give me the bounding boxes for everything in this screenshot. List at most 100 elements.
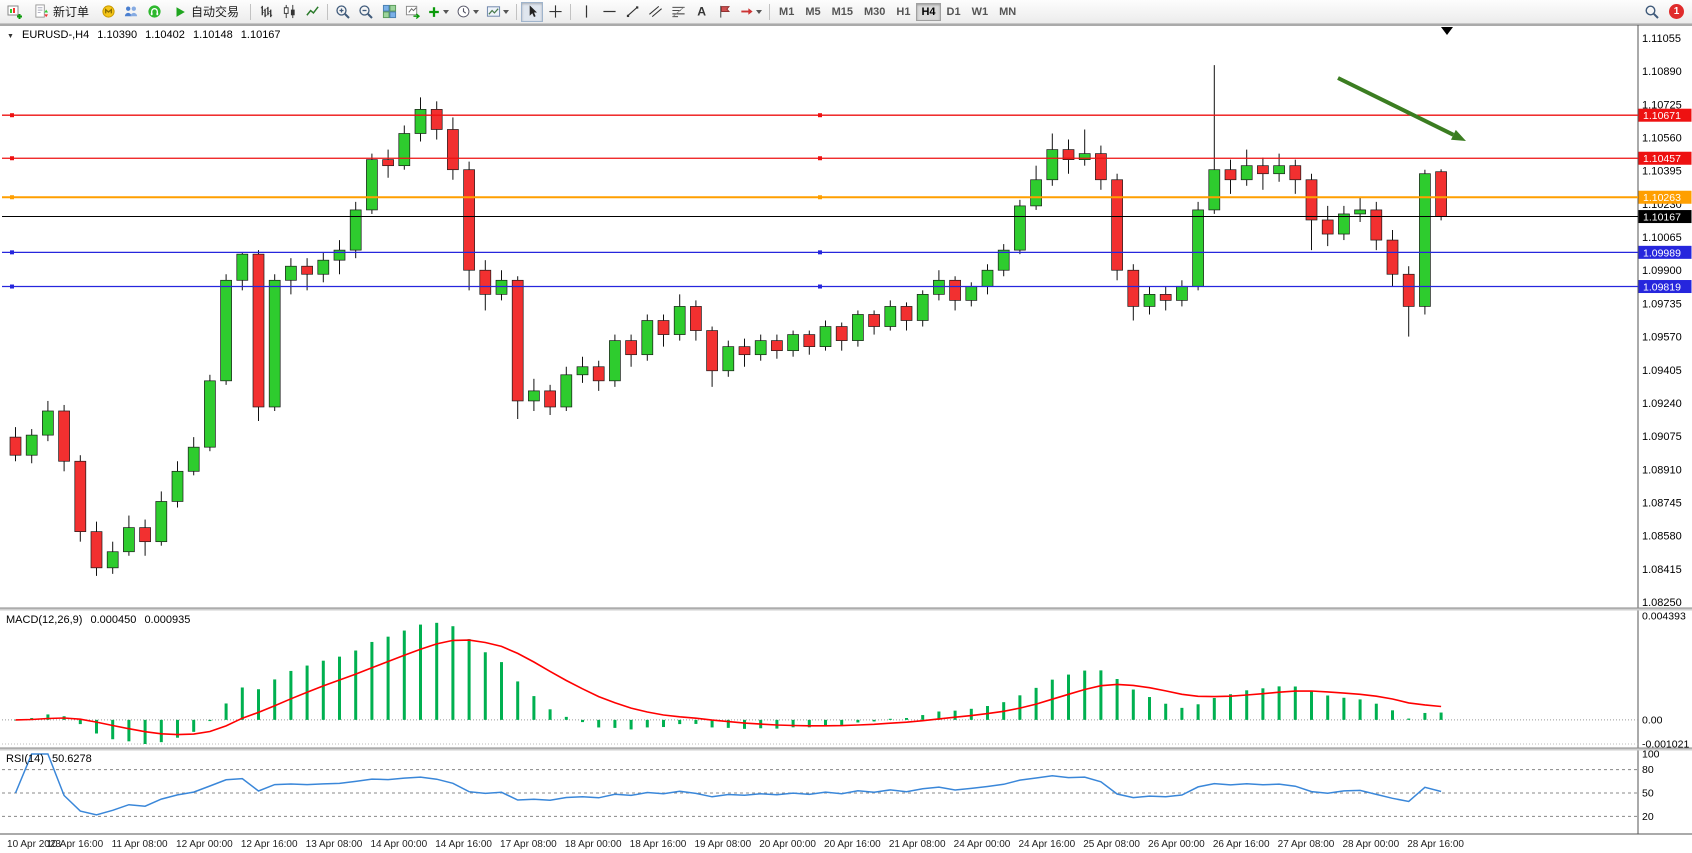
label-tool-button[interactable] (713, 2, 735, 22)
indicators-button[interactable] (424, 2, 452, 22)
new-order-button[interactable]: 新订单 (27, 2, 96, 22)
level-handle[interactable] (10, 156, 14, 161)
horizontal-line-icon (602, 10, 616, 13)
date-axis-label: 21 Apr 08:00 (889, 839, 946, 850)
rsi-header: RSI(14) 50.6278 (6, 753, 97, 765)
price-badge-label: 1.10263 (1643, 192, 1681, 204)
tile-windows-button[interactable] (378, 2, 400, 22)
mql5-community-button[interactable] (97, 2, 119, 22)
price-axis-label: 1.09900 (1642, 265, 1682, 277)
level-handle[interactable] (818, 284, 822, 289)
trend-arrow-annotation[interactable] (1337, 76, 1455, 137)
fibonacci-tool-button[interactable] (667, 2, 689, 22)
price-axis-label: 1.09240 (1642, 398, 1682, 410)
trendline-tool-button[interactable] (621, 2, 643, 22)
level-handle[interactable] (10, 250, 14, 255)
headset-icon (147, 5, 161, 18)
channel-tool-button[interactable] (644, 2, 666, 22)
price-axis-label: 1.08250 (1642, 597, 1682, 609)
zoom-in-icon (336, 4, 350, 19)
trend-arrow-head[interactable] (1451, 129, 1466, 141)
dropdown-caret-icon (443, 9, 450, 14)
level-handle[interactable] (818, 250, 822, 255)
text-tool-button[interactable]: A (690, 2, 712, 22)
scroll-to-end-button[interactable] (401, 2, 423, 22)
arrows-tool-button[interactable] (736, 2, 765, 22)
crosshair-tool-button[interactable] (544, 2, 566, 22)
scroll-to-end-icon (405, 5, 420, 19)
timeframe-d1[interactable]: D1 (942, 3, 966, 21)
rsi-line (14, 753, 1442, 816)
notification-count: 1 (1673, 6, 1680, 17)
fibonacci-icon (671, 6, 685, 18)
crosshair-icon (548, 5, 562, 18)
new-chart-button[interactable] (4, 2, 26, 22)
ohlc-close: 1.10167 (240, 29, 281, 41)
date-axis-label: 10 Apr 16:00 (46, 839, 103, 850)
line-chart-type-button[interactable] (301, 2, 323, 22)
timeframe-m15[interactable]: M15 (827, 3, 858, 21)
templates-button[interactable] (483, 2, 512, 22)
timeframe-h1[interactable]: H1 (891, 3, 915, 21)
community-users-button[interactable] (120, 2, 142, 22)
text-tool-icon: A (697, 5, 706, 19)
horizontal-line-tool-button[interactable] (598, 2, 620, 22)
candlestick-chart-type-button[interactable] (278, 2, 300, 22)
price-badge (1638, 108, 1692, 122)
candlestick-icon (283, 4, 295, 19)
date-axis-label: 24 Apr 16:00 (1018, 839, 1075, 850)
price-axis-label: 1.08415 (1642, 564, 1682, 576)
date-axis-label: 25 Apr 08:00 (1083, 839, 1140, 850)
price-badge-label: 1.10671 (1643, 110, 1681, 122)
timeframe-m5[interactable]: M5 (800, 3, 825, 21)
mql5-icon (101, 5, 115, 18)
dropdown-caret-icon (473, 9, 480, 14)
level-handle[interactable] (818, 195, 822, 200)
date-axis-label: 13 Apr 08:00 (306, 839, 363, 850)
notification-badge[interactable]: 1 (1669, 4, 1684, 19)
timeframe-mn[interactable]: MN (994, 3, 1021, 21)
main-toolbar: 新订单 自动交易 (0, 0, 1692, 24)
timeframe-m30[interactable]: M30 (859, 3, 890, 21)
timeframe-m1[interactable]: M1 (774, 3, 799, 21)
chart-menu-triangle-icon[interactable]: ▼ (7, 33, 14, 40)
ohlc-bars-icon (260, 5, 272, 18)
level-handle[interactable] (818, 156, 822, 161)
macd-axis-label: 0.004393 (1642, 611, 1686, 623)
panel-separator-rsi[interactable] (0, 748, 1692, 751)
level-handle[interactable] (818, 113, 822, 118)
support-button[interactable] (143, 2, 165, 22)
timeframe-h4[interactable]: H4 (916, 2, 941, 21)
bar-chart-type-button[interactable] (255, 2, 277, 22)
timeframe-w1[interactable]: W1 (967, 3, 994, 21)
macd-signal-line (15, 639, 1442, 736)
periods-button[interactable] (453, 2, 482, 22)
zoom-in-button[interactable] (332, 2, 354, 22)
macd-axis-label: 0.00 (1642, 714, 1663, 726)
chart-object-marker-icon[interactable] (1441, 27, 1453, 35)
level-handle[interactable] (10, 113, 14, 118)
cursor-tool-button[interactable] (521, 1, 544, 22)
auto-trading-button[interactable]: 自动交易 (166, 2, 246, 22)
date-axis-label: 14 Apr 00:00 (370, 839, 427, 850)
zoom-out-button[interactable] (355, 2, 377, 22)
date-axis-label: 28 Apr 16:00 (1407, 839, 1464, 850)
new-order-icon (35, 4, 49, 18)
vertical-line-tool-button[interactable] (575, 2, 597, 22)
panel-separator-macd[interactable] (0, 608, 1692, 611)
level-handle[interactable] (10, 284, 14, 289)
play-icon (176, 6, 185, 17)
tile-windows-icon (382, 4, 396, 19)
search-button[interactable] (1641, 2, 1663, 22)
label-flag-icon (719, 5, 730, 18)
price-badge-label: 1.10167 (1643, 212, 1681, 224)
dropdown-caret-icon (756, 9, 763, 14)
price-badge (1638, 245, 1692, 259)
level-handle[interactable] (10, 195, 14, 200)
price-axis-label: 1.10725 (1642, 99, 1682, 111)
date-axis-label: 24 Apr 00:00 (954, 839, 1011, 850)
rsi-axis-label: 100 (1642, 749, 1660, 761)
line-chart-icon (305, 6, 319, 16)
template-icon (486, 6, 501, 17)
